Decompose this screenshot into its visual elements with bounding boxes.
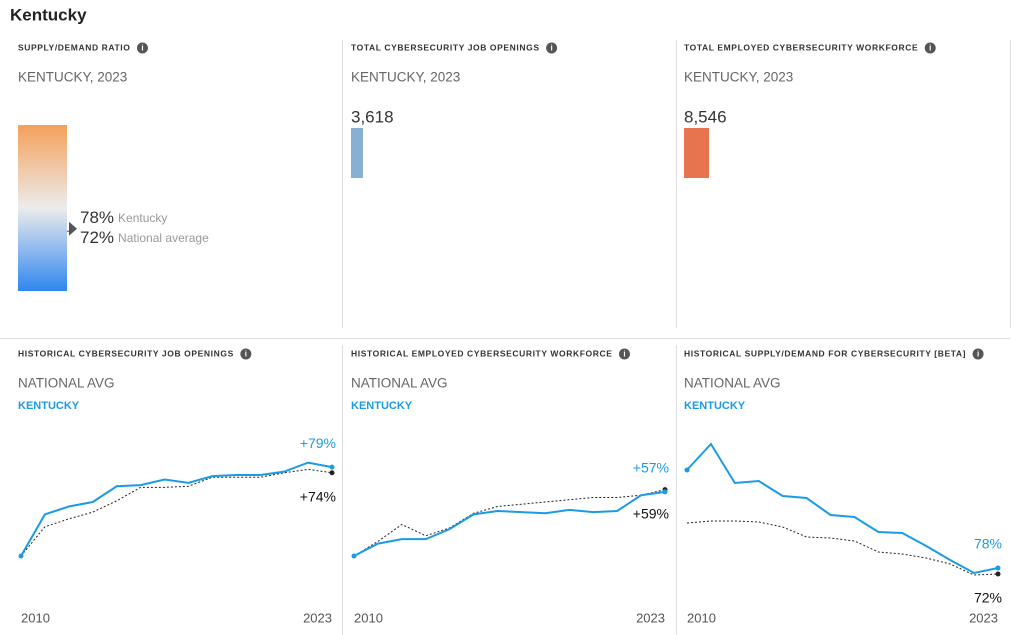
info-i: i — [977, 350, 979, 359]
info-i: i — [141, 44, 143, 53]
legend-national: NATIONAL AVG — [351, 376, 448, 391]
panel-title: HISTORICAL SUPPLY/DEMAND FOR CYBERSECURI… — [684, 348, 966, 358]
legend-kentucky: KENTUCKY — [351, 400, 413, 412]
info-icon[interactable] — [972, 348, 984, 360]
start-dot — [18, 553, 24, 559]
end-label: +57% — [633, 460, 669, 476]
series-line — [353, 490, 666, 557]
x-tick-label: 2023 — [636, 610, 665, 625]
end-dot — [329, 464, 335, 470]
series-line — [20, 468, 333, 557]
info-icon[interactable] — [240, 348, 252, 360]
info-icon[interactable] — [136, 42, 148, 54]
bar-value-label: 3,618 — [351, 107, 394, 126]
gauge-marker — [69, 221, 77, 236]
gauge-bar — [18, 125, 67, 291]
info-i: i — [623, 350, 625, 359]
series-line — [686, 442, 999, 575]
info-icon[interactable] — [546, 42, 558, 54]
legend-kentucky: KENTUCKY — [684, 400, 746, 412]
panel-subtitle: KENTUCKY, 2023 — [684, 70, 793, 85]
info-i: i — [245, 350, 247, 359]
info-i: i — [929, 44, 931, 53]
gauge-value-label: 72% — [80, 228, 114, 247]
x-tick-label: 2010 — [21, 610, 50, 625]
panel-title: TOTAL CYBERSECURITY JOB OPENINGS — [351, 42, 540, 52]
start-dot — [351, 553, 357, 559]
end-dot — [995, 565, 1001, 571]
bar — [684, 128, 709, 178]
gauge-name: National average — [118, 231, 209, 245]
end-dot — [329, 470, 335, 476]
panel-subtitle: KENTUCKY, 2023 — [351, 70, 460, 85]
panel-title: TOTAL EMPLOYED CYBERSECURITY WORKFORCE — [684, 42, 918, 52]
x-tick-label: 2023 — [303, 610, 332, 625]
gauge-value-label: 78% — [80, 208, 114, 227]
bar-value-label: 8,546 — [684, 107, 727, 126]
info-icon[interactable] — [924, 42, 936, 54]
panel-title: HISTORICAL CYBERSECURITY JOB OPENINGS — [18, 348, 234, 358]
end-label: +59% — [633, 505, 669, 521]
series-line — [353, 489, 666, 557]
gauge-name: Kentucky — [118, 211, 167, 225]
series-line — [20, 461, 333, 557]
panel-title: HISTORICAL EMPLOYED CYBERSECURITY WORKFO… — [351, 348, 612, 358]
series-line — [686, 520, 999, 576]
end-label: +74% — [300, 488, 336, 504]
end-label: 72% — [974, 590, 1002, 606]
legend-kentucky: KENTUCKY — [18, 400, 80, 412]
info-i: i — [550, 44, 552, 53]
panel-title: SUPPLY/DEMAND RATIO — [18, 42, 130, 52]
bar — [351, 128, 363, 178]
separators — [0, 40, 1011, 635]
end-label: 78% — [974, 536, 1002, 552]
x-tick-label: 2010 — [354, 610, 383, 625]
x-tick-label: 2023 — [969, 610, 998, 625]
x-tick-label: 2010 — [687, 610, 716, 625]
end-dot — [662, 489, 668, 495]
page-title: Kentucky — [10, 5, 87, 24]
end-label: +79% — [300, 435, 336, 451]
end-dot — [995, 571, 1001, 577]
info-icon[interactable] — [618, 348, 630, 360]
panel-subtitle: KENTUCKY, 2023 — [18, 70, 127, 85]
legend-national: NATIONAL AVG — [18, 376, 115, 391]
start-dot — [684, 467, 690, 473]
legend-national: NATIONAL AVG — [684, 376, 781, 391]
